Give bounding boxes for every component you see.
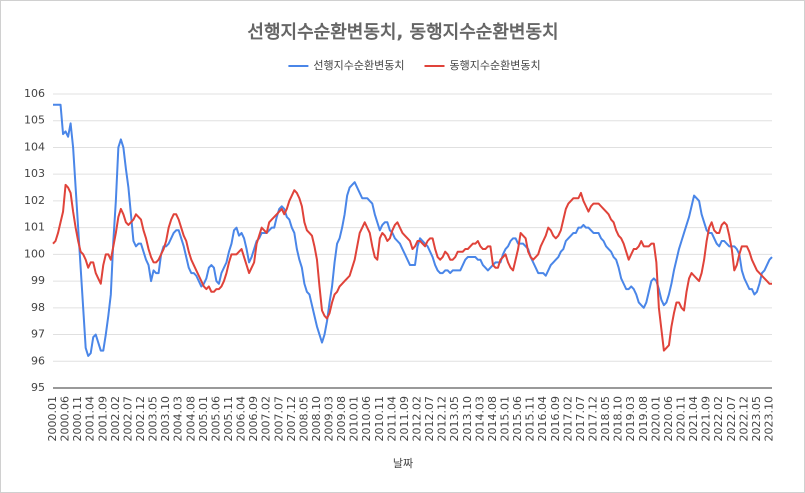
x-tick-label: 2002.07: [121, 396, 134, 442]
y-tick-label: 96: [31, 354, 45, 367]
legend-label: 동행지수순환변동치: [450, 59, 541, 72]
data-line: [53, 103, 773, 357]
x-tick-label: 2011.09: [398, 396, 411, 442]
x-tick-label: 2004.08: [184, 396, 197, 442]
x-tick-label: 2020.01: [649, 396, 662, 442]
x-tick-label: 2016.09: [549, 396, 562, 442]
x-tick-label: 2004.03: [172, 396, 185, 442]
y-tick-label: 105: [24, 114, 45, 127]
x-tick-label: 2018.05: [599, 396, 612, 442]
y-tick-label: 98: [31, 301, 45, 314]
y-tick-label: 99: [31, 274, 45, 287]
x-tick-label: 2010.11: [373, 396, 386, 442]
x-tick-label: 2010.06: [360, 396, 373, 442]
x-tick-label: 2015.06: [511, 396, 524, 442]
x-tick-label: 2005.11: [222, 396, 235, 442]
y-tick-label: 104: [24, 140, 45, 153]
x-tick-label: 2017.02: [561, 396, 574, 442]
x-tick-label: 2008.05: [297, 396, 310, 442]
x-tick-label: 2013.05: [448, 396, 461, 442]
y-tick-label: 101: [24, 221, 45, 234]
x-tick-label: 2022.12: [737, 396, 750, 442]
x-tick-label: 2014.08: [486, 396, 499, 442]
y-tick-label: 102: [24, 194, 45, 207]
data-line: [52, 183, 772, 352]
x-tick-label: 2020.11: [674, 396, 687, 442]
x-tick-label: 2022.07: [725, 396, 738, 442]
x-tick-label: 2006.09: [247, 396, 260, 442]
x-tick-label: 2012.12: [436, 396, 449, 442]
x-tick-label: 2005.01: [197, 396, 210, 442]
x-tick-label: 2019.08: [637, 396, 650, 442]
x-tick-label: 2021.04: [687, 396, 700, 442]
x-tick-label: 2017.07: [574, 396, 587, 442]
x-tick-label: 2000.06: [59, 396, 72, 442]
legend-label: 선행지수순환변동치: [313, 59, 404, 72]
x-tick-label: 2001.09: [96, 396, 109, 442]
x-tick-label: 2015.01: [499, 396, 512, 442]
x-tick-label: 2007.07: [272, 396, 285, 442]
x-tick-label: 2007.02: [260, 396, 273, 442]
x-tick-label: 2003.10: [159, 396, 172, 442]
x-tick-label: 2023.05: [750, 396, 763, 442]
x-tick-label: 2002.12: [134, 396, 147, 442]
x-tick-label: 2009.03: [323, 396, 336, 442]
x-tick-label: 2012.02: [411, 396, 424, 442]
y-tick-label: 100: [24, 247, 45, 260]
x-tick-label: 2007.12: [285, 396, 298, 442]
x-tick-label: 2006.04: [235, 396, 248, 442]
x-axis-title: 날짜: [393, 457, 413, 470]
legend: 선행지수순환변동치 동행지수순환변동치: [288, 59, 541, 72]
x-tick-label: 2005.06: [209, 396, 222, 442]
x-tick-label: 2021.09: [700, 396, 713, 442]
y-tick-label: 97: [31, 328, 45, 341]
x-tick-label: 2000.11: [71, 396, 84, 442]
x-tick-label: 2012.07: [423, 396, 436, 442]
x-tick-label: 2003.05: [147, 396, 160, 442]
x-tick-label: 2020.06: [662, 396, 675, 442]
chart-title: 선행지수순환변동치, 동행지수순환변동치: [247, 21, 558, 43]
x-tick-label: 2022.02: [712, 396, 725, 442]
x-tick-label: 2023.10: [762, 396, 775, 442]
x-tick-label: 2000.01: [46, 396, 59, 442]
x-tick-label: 2019.03: [624, 396, 637, 442]
x-tick-label: 2008.10: [310, 396, 323, 442]
y-tick-label: 106: [24, 87, 45, 100]
x-tick-label: 2011.04: [385, 396, 398, 442]
x-tick-label: 2015.11: [524, 396, 537, 442]
x-tick-label: 2002.02: [109, 396, 122, 442]
y-tick-label: 95: [31, 381, 45, 394]
x-tick-label: 2001.04: [84, 396, 97, 442]
x-tick-label: 2009.08: [335, 396, 348, 442]
x-tick-label: 2014.03: [473, 396, 486, 442]
x-tick-label: 2016.04: [536, 396, 549, 442]
x-tick-label: 2013.10: [461, 396, 474, 442]
x-tick-label: 2018.10: [612, 396, 625, 442]
y-tick-label: 103: [24, 167, 45, 180]
x-tick-label: 2010.01: [348, 396, 361, 442]
x-tick-label: 2017.12: [587, 396, 600, 442]
